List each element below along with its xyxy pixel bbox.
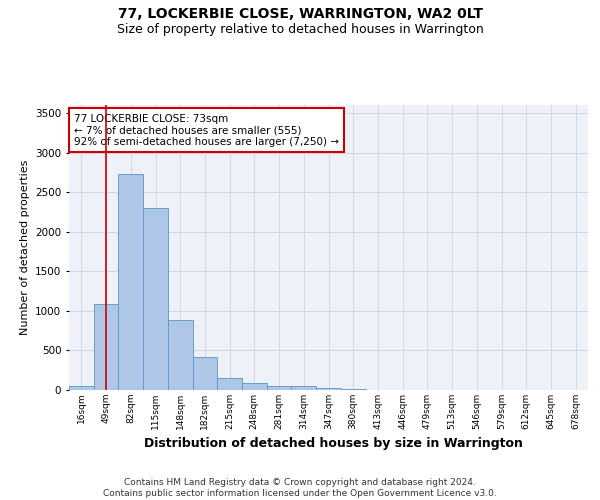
Bar bbox=[168, 320, 193, 390]
Bar bbox=[69, 386, 94, 390]
Bar bbox=[118, 174, 143, 390]
Bar bbox=[143, 208, 168, 390]
Bar bbox=[242, 383, 267, 390]
Bar bbox=[217, 378, 242, 390]
Text: 77, LOCKERBIE CLOSE, WARRINGTON, WA2 0LT: 77, LOCKERBIE CLOSE, WARRINGTON, WA2 0LT bbox=[118, 8, 482, 22]
Text: Distribution of detached houses by size in Warrington: Distribution of detached houses by size … bbox=[143, 438, 523, 450]
Bar bbox=[292, 386, 316, 390]
Y-axis label: Number of detached properties: Number of detached properties bbox=[20, 160, 29, 335]
Bar bbox=[193, 357, 217, 390]
Text: Size of property relative to detached houses in Warrington: Size of property relative to detached ho… bbox=[116, 22, 484, 36]
Bar bbox=[94, 304, 118, 390]
Bar bbox=[341, 389, 365, 390]
Bar bbox=[316, 388, 341, 390]
Bar bbox=[267, 386, 292, 390]
Text: Contains HM Land Registry data © Crown copyright and database right 2024.
Contai: Contains HM Land Registry data © Crown c… bbox=[103, 478, 497, 498]
Text: 77 LOCKERBIE CLOSE: 73sqm
← 7% of detached houses are smaller (555)
92% of semi-: 77 LOCKERBIE CLOSE: 73sqm ← 7% of detach… bbox=[74, 114, 339, 147]
